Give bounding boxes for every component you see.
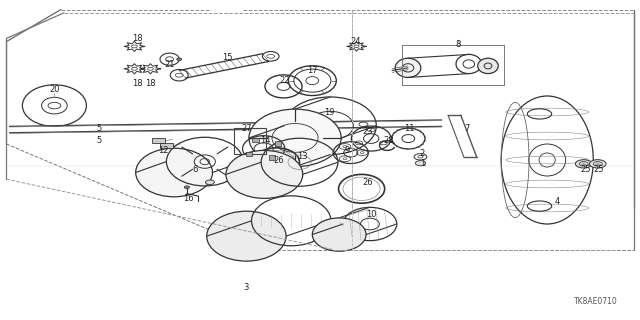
Ellipse shape	[312, 218, 366, 251]
Ellipse shape	[226, 150, 303, 198]
Text: 12: 12	[158, 146, 168, 155]
Bar	[252, 138, 259, 142]
Ellipse shape	[249, 109, 341, 167]
Text: 3: 3	[244, 284, 249, 292]
Text: 5: 5	[97, 136, 102, 145]
Circle shape	[589, 160, 606, 168]
Text: 26: 26	[273, 156, 284, 164]
Circle shape	[575, 160, 592, 168]
Text: 18: 18	[132, 79, 143, 88]
Text: 16: 16	[184, 194, 194, 203]
Text: 13: 13	[297, 152, 307, 161]
Text: 2: 2	[420, 149, 425, 158]
Text: 10: 10	[366, 210, 376, 219]
Text: 5: 5	[97, 124, 102, 132]
Ellipse shape	[136, 148, 212, 197]
Text: 28: 28	[383, 136, 394, 145]
Text: 19: 19	[324, 108, 335, 116]
Text: 22: 22	[280, 76, 290, 84]
Text: 1: 1	[420, 159, 425, 168]
Circle shape	[205, 180, 214, 185]
Text: 11: 11	[404, 124, 415, 132]
Text: 18: 18	[132, 34, 143, 43]
Ellipse shape	[207, 211, 286, 261]
Text: 6: 6	[193, 165, 198, 174]
Circle shape	[184, 186, 189, 188]
Text: 20: 20	[49, 85, 60, 94]
Bar	[234, 128, 266, 154]
Text: 23: 23	[363, 127, 373, 136]
Text: 24: 24	[350, 37, 360, 46]
Text: 7: 7	[465, 124, 470, 132]
Text: 25: 25	[580, 165, 591, 174]
Text: 17: 17	[307, 66, 317, 75]
Circle shape	[177, 58, 182, 60]
Text: 4: 4	[554, 197, 559, 206]
Bar	[269, 156, 275, 160]
Circle shape	[415, 161, 426, 166]
Text: TK8AE0710: TK8AE0710	[574, 297, 618, 306]
Text: 9: 9	[345, 146, 350, 155]
Text: 27: 27	[241, 124, 252, 132]
Text: 18: 18	[145, 79, 156, 88]
Bar	[246, 152, 252, 156]
Bar	[160, 143, 173, 148]
Text: 15: 15	[222, 53, 232, 62]
Text: 26: 26	[363, 178, 373, 187]
Bar	[275, 141, 282, 146]
Text: 21: 21	[164, 60, 175, 68]
Ellipse shape	[478, 58, 499, 74]
Ellipse shape	[396, 58, 421, 77]
Text: 8: 8	[455, 40, 460, 49]
Text: 14: 14	[260, 136, 271, 145]
Text: 25: 25	[593, 165, 604, 174]
Bar	[152, 138, 165, 143]
